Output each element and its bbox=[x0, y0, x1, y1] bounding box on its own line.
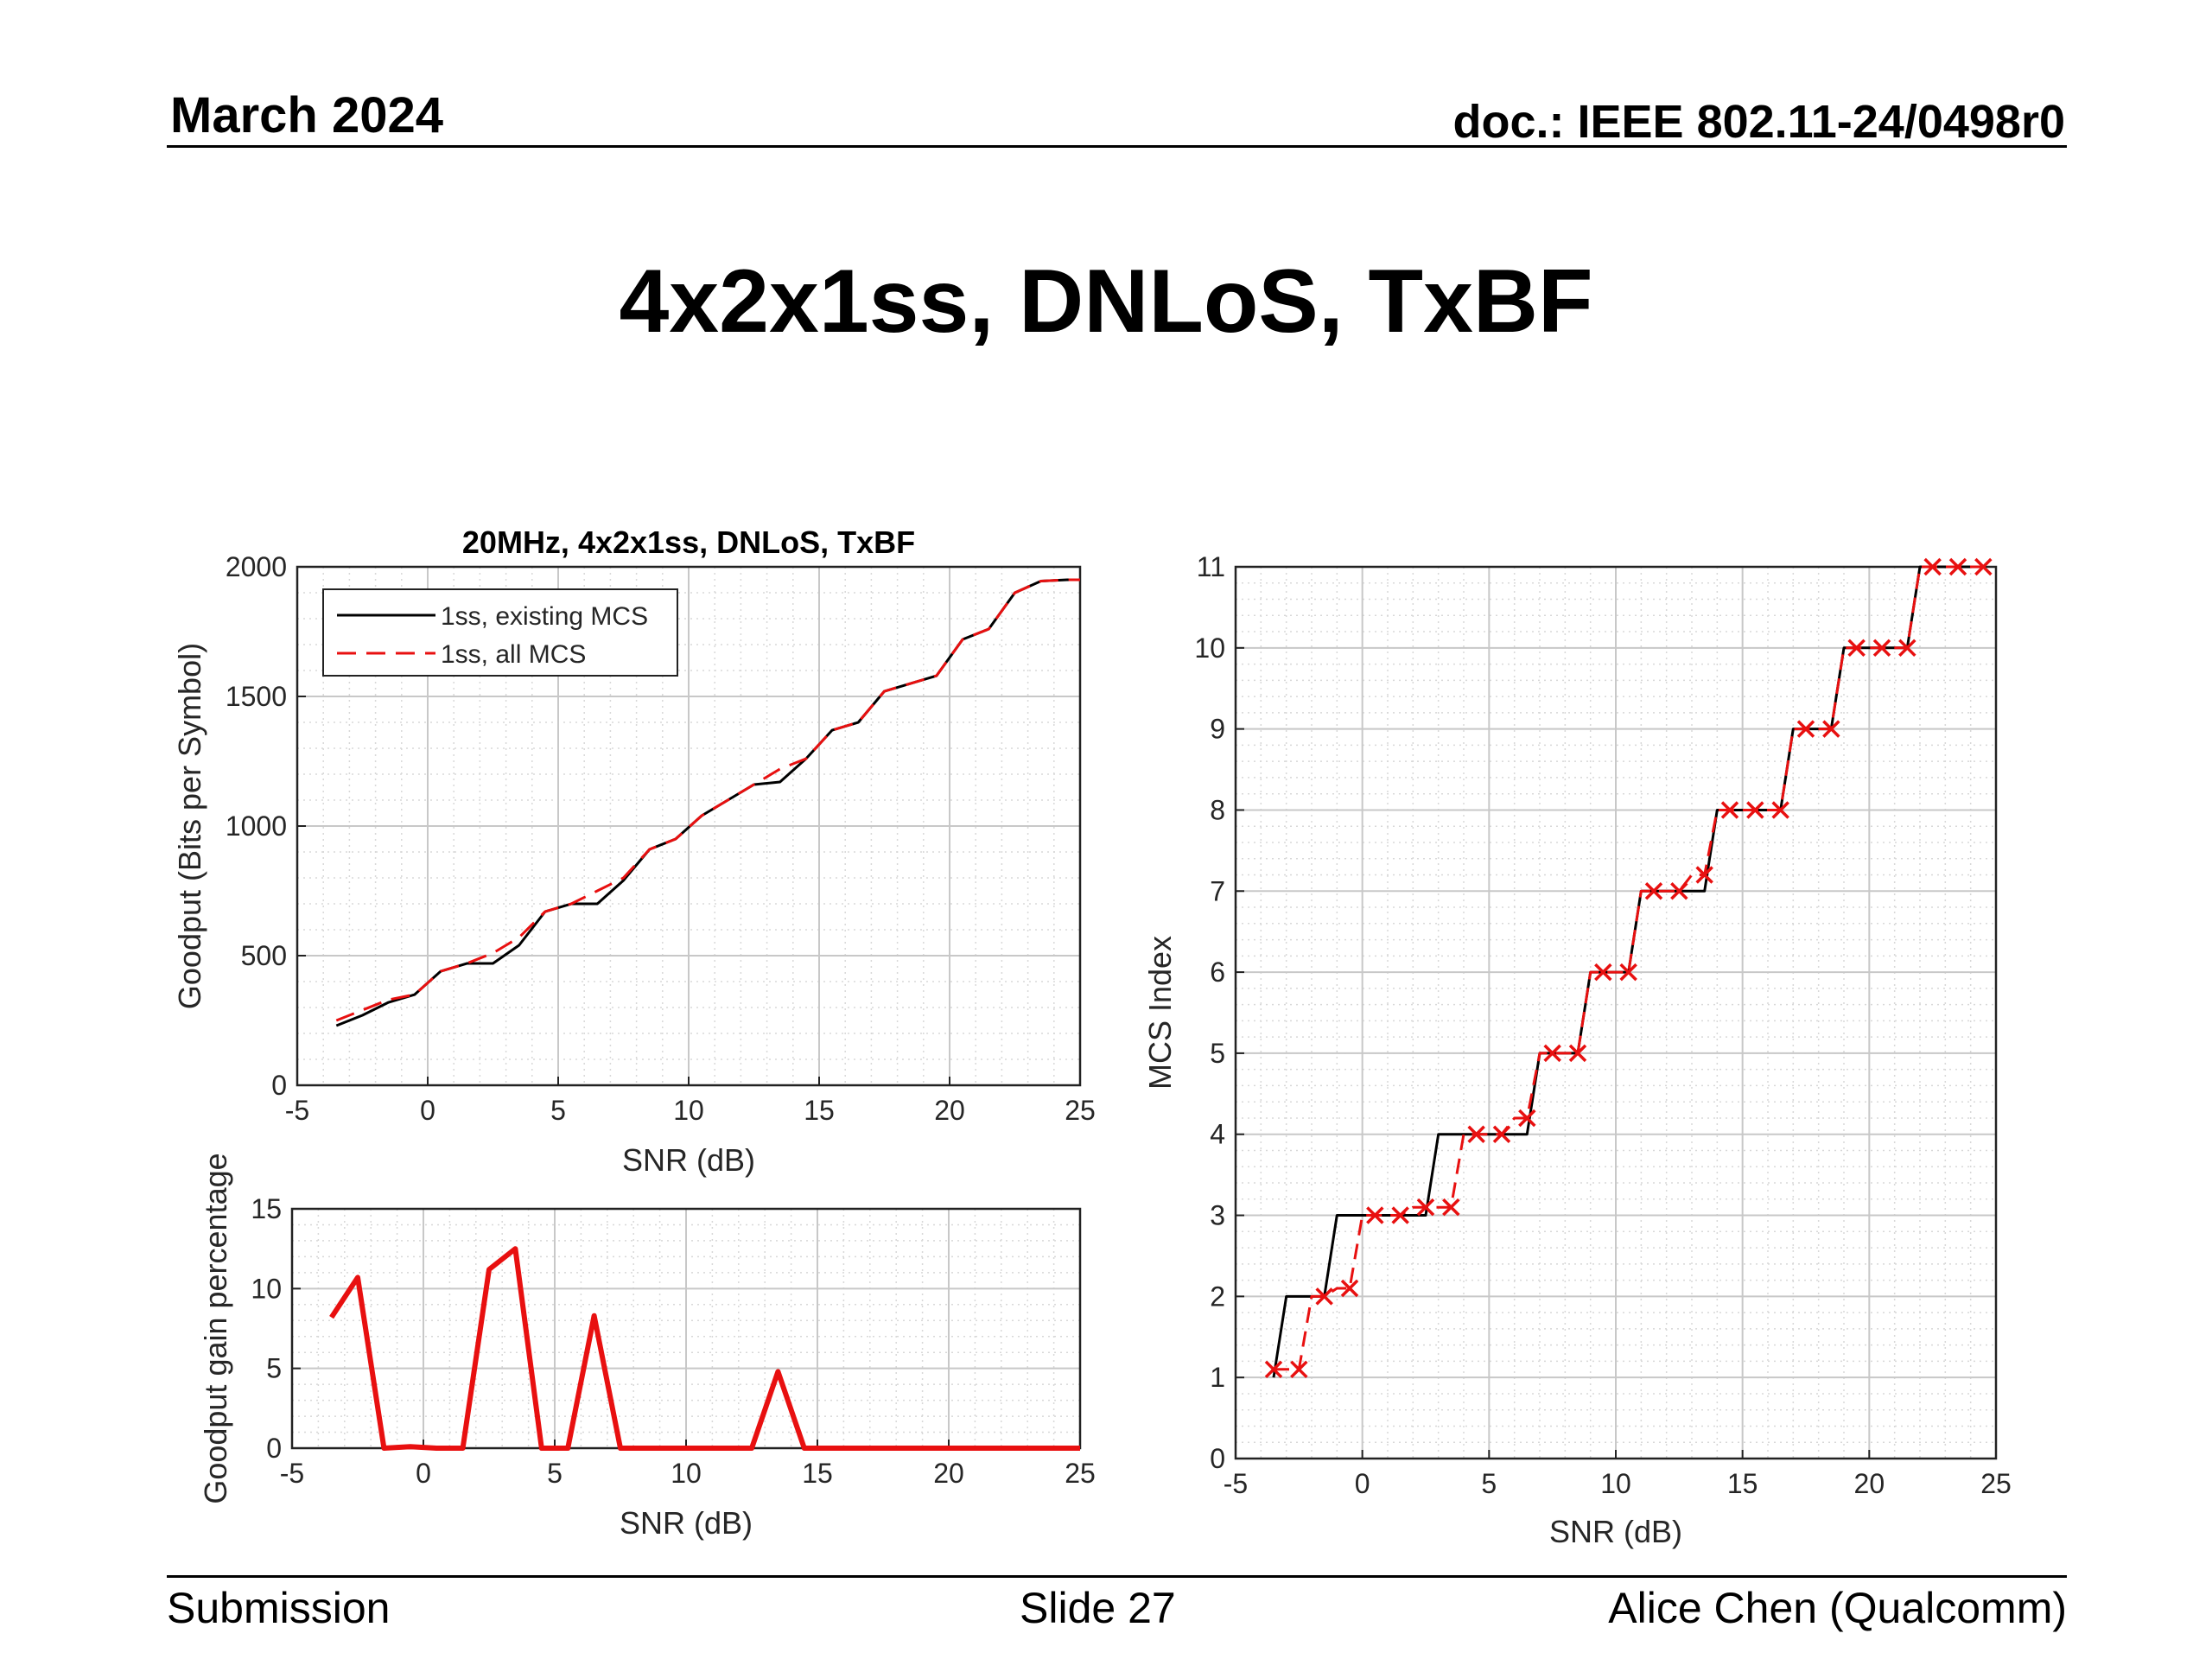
data-point-marker bbox=[1416, 1198, 1435, 1217]
x-tick-label: -5 bbox=[280, 1458, 304, 1489]
x-tick-label: 10 bbox=[671, 1458, 702, 1489]
footer-rule bbox=[167, 1575, 2067, 1578]
x-tick-label: 0 bbox=[416, 1458, 431, 1489]
footer-author: Alice Chen (Qualcomm) bbox=[1608, 1584, 2067, 1632]
x-tick-label: 0 bbox=[1355, 1468, 1370, 1499]
footer-submission: Submission bbox=[167, 1584, 391, 1632]
y-tick-label: 1500 bbox=[226, 681, 287, 712]
x-tick-label: 20 bbox=[934, 1095, 965, 1126]
header-doc-id: doc.: IEEE 802.11-24/0498r0 bbox=[1452, 96, 2065, 148]
series-line-mcs-1 bbox=[1274, 565, 1984, 1371]
data-point-marker bbox=[1923, 557, 1942, 576]
data-point-marker bbox=[1644, 882, 1663, 900]
y-tick-label: 0 bbox=[1210, 1443, 1225, 1474]
x-axis-label: SNR (dB) bbox=[622, 1142, 755, 1178]
data-point-marker bbox=[1670, 882, 1688, 900]
y-axis-label: Goodput (Bits per Symbol) bbox=[172, 643, 207, 1009]
legend-label: 1ss, all MCS bbox=[441, 640, 586, 669]
data-point-marker bbox=[1568, 1044, 1587, 1063]
data-point-marker bbox=[1746, 801, 1764, 819]
y-tick-label: 5 bbox=[266, 1353, 282, 1384]
x-tick-label: 20 bbox=[933, 1458, 964, 1489]
x-tick-label: 25 bbox=[1065, 1458, 1096, 1489]
x-tick-label: 20 bbox=[1854, 1468, 1885, 1499]
legend-box bbox=[322, 588, 678, 677]
y-tick-label: 10 bbox=[251, 1273, 282, 1304]
data-point-marker bbox=[1594, 963, 1612, 982]
data-point-marker bbox=[1467, 1125, 1485, 1143]
y-tick-label: 10 bbox=[1194, 632, 1225, 664]
data-point-marker bbox=[1695, 866, 1713, 884]
x-tick-label: -5 bbox=[1224, 1468, 1248, 1499]
y-tick-label: 7 bbox=[1210, 875, 1225, 906]
legend-label: 1ss, existing MCS bbox=[441, 602, 648, 631]
data-point-marker bbox=[1822, 720, 1840, 738]
slide-title: 4x2x1ss, DNLoS, TxBF bbox=[619, 251, 1593, 352]
y-tick-label: 0 bbox=[266, 1433, 282, 1464]
data-point-marker bbox=[1796, 720, 1815, 738]
data-point-marker bbox=[1543, 1044, 1561, 1063]
x-tick-label: 15 bbox=[804, 1095, 835, 1126]
data-point-marker bbox=[1518, 1109, 1536, 1128]
y-tick-label: 5 bbox=[1210, 1038, 1225, 1069]
data-point-marker bbox=[1442, 1198, 1460, 1217]
data-point-marker bbox=[1391, 1206, 1409, 1224]
data-point-marker bbox=[1264, 1360, 1283, 1379]
data-point-marker bbox=[1974, 557, 1993, 576]
data-point-marker bbox=[1340, 1279, 1359, 1298]
data-point-marker bbox=[1290, 1360, 1308, 1379]
y-tick-label: 2000 bbox=[226, 551, 287, 582]
header-date: March 2024 bbox=[170, 87, 443, 143]
data-point-marker bbox=[1771, 801, 1789, 819]
data-point-marker bbox=[1492, 1125, 1511, 1143]
y-tick-label: 9 bbox=[1210, 714, 1225, 745]
x-tick-label: 5 bbox=[1481, 1468, 1497, 1499]
x-tick-label: 10 bbox=[673, 1095, 704, 1126]
x-tick-label: 0 bbox=[420, 1095, 435, 1126]
y-tick-label: 8 bbox=[1210, 794, 1225, 825]
y-tick-label: 2 bbox=[1210, 1281, 1225, 1312]
x-axis-label: SNR (dB) bbox=[620, 1505, 753, 1541]
y-tick-label: 1000 bbox=[226, 810, 287, 842]
data-point-marker bbox=[1847, 639, 1866, 658]
header-rule bbox=[167, 145, 2067, 148]
x-tick-label: 10 bbox=[1600, 1468, 1631, 1499]
y-tick-label: 1 bbox=[1210, 1362, 1225, 1393]
series-line-goodput-1 bbox=[335, 578, 1080, 1022]
y-tick-label: 0 bbox=[271, 1070, 287, 1101]
data-point-marker bbox=[1898, 639, 1916, 658]
y-tick-label: 11 bbox=[1197, 551, 1225, 582]
y-tick-label: 500 bbox=[241, 940, 287, 971]
y-axis-label: MCS Index bbox=[1142, 936, 1178, 1090]
x-tick-label: 5 bbox=[550, 1095, 566, 1126]
x-tick-label: 25 bbox=[1980, 1468, 2012, 1499]
x-axis-label: SNR (dB) bbox=[1549, 1514, 1682, 1549]
series-line-gain-0 bbox=[329, 1246, 1080, 1451]
y-tick-label: 3 bbox=[1210, 1200, 1225, 1231]
footer-slide-number: Slide 27 bbox=[1020, 1584, 1176, 1632]
y-axis-label: Goodput gain percentage bbox=[198, 1153, 233, 1503]
x-tick-label: 5 bbox=[547, 1458, 563, 1489]
x-tick-label: 25 bbox=[1065, 1095, 1096, 1126]
data-point-marker bbox=[1720, 801, 1739, 819]
y-tick-label: 4 bbox=[1210, 1119, 1225, 1150]
x-tick-label: 15 bbox=[802, 1458, 833, 1489]
data-point-marker bbox=[1366, 1206, 1384, 1224]
y-tick-label: 15 bbox=[251, 1193, 282, 1224]
data-point-marker bbox=[1315, 1287, 1333, 1306]
data-point-marker bbox=[1948, 557, 1967, 576]
x-tick-label: 15 bbox=[1727, 1468, 1758, 1499]
chart-title: 20MHz, 4x2x1ss, DNLoS, TxBF bbox=[462, 524, 915, 560]
data-point-marker bbox=[1872, 639, 1891, 658]
data-point-marker bbox=[1619, 963, 1637, 982]
x-tick-label: -5 bbox=[285, 1095, 309, 1126]
y-tick-label: 6 bbox=[1210, 957, 1225, 988]
